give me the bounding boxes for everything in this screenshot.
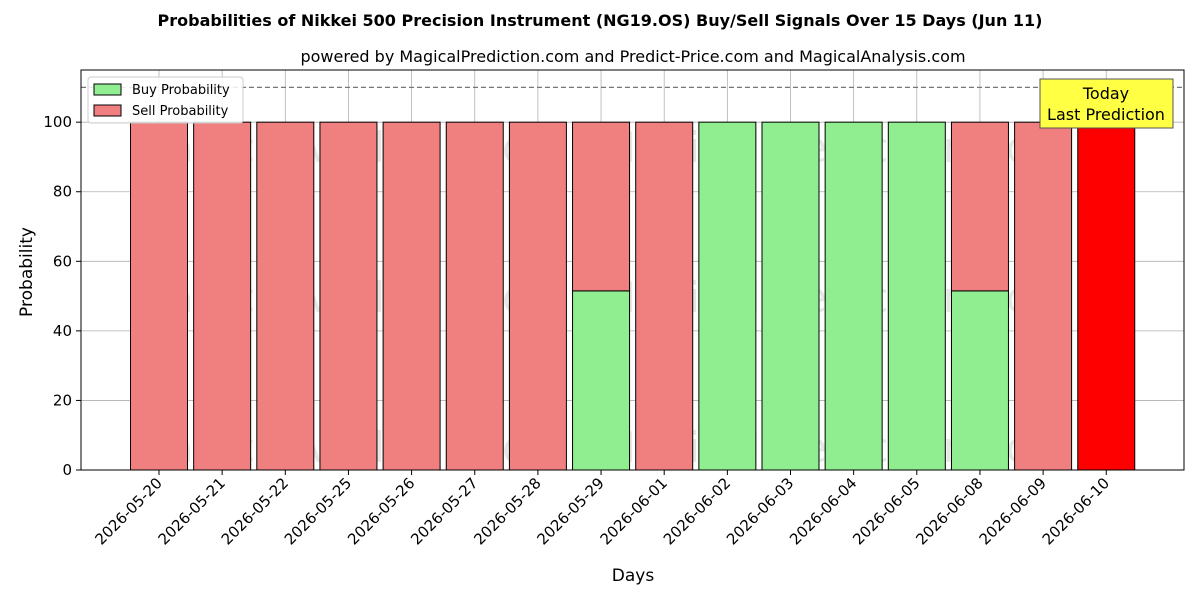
sell-bar <box>319 121 378 471</box>
x-tick-label: 2026-05-26 <box>344 474 418 548</box>
x-tick-label: 2026-06-09 <box>976 474 1050 548</box>
legend-label: Sell Probability <box>132 104 229 119</box>
today-annotation-text: Today <box>1082 84 1129 103</box>
x-tick-label: 2026-05-29 <box>533 474 607 548</box>
sell-bar <box>572 121 631 292</box>
x-tick-label: 2026-06-08 <box>912 474 986 548</box>
sell-bar <box>445 121 504 471</box>
buy-bar <box>824 121 883 471</box>
sell-bar <box>1077 121 1136 471</box>
y-tick-label: 20 <box>53 391 72 409</box>
x-axis-label: Days <box>612 566 655 586</box>
x-tick-label: 2026-06-05 <box>849 474 923 548</box>
sell-bar <box>635 121 694 471</box>
sell-bar <box>256 121 315 471</box>
x-tick-label: 2026-05-20 <box>91 474 165 548</box>
buy-bar <box>698 121 757 471</box>
sell-bar <box>508 121 567 471</box>
x-tick-label: 2026-05-22 <box>218 474 292 548</box>
legend-label: Buy Probability <box>132 83 230 98</box>
x-tick-label: 2026-06-03 <box>723 474 797 548</box>
buy-bar <box>887 121 946 471</box>
x-tick-label: 2026-06-02 <box>660 474 734 548</box>
sell-bar <box>382 121 441 471</box>
y-tick-label: 40 <box>53 322 72 340</box>
buy-bar <box>572 290 631 471</box>
legend-swatch <box>93 83 122 96</box>
buy-bar <box>761 121 820 471</box>
chart-title: Probabilities of Nikkei 500 Precision In… <box>158 11 1043 30</box>
today-annotation-box <box>1039 78 1174 129</box>
y-tick-label: 0 <box>62 461 72 479</box>
x-tick-label: 2026-06-04 <box>786 474 860 548</box>
y-tick-label: 100 <box>43 113 72 131</box>
y-tick-label: 60 <box>53 252 72 270</box>
legend-box <box>87 76 244 124</box>
x-tick-label: 2026-06-10 <box>1039 474 1113 548</box>
y-tick-label: 80 <box>53 183 72 201</box>
buy-bar <box>950 290 1009 471</box>
plot-frame <box>80 69 1185 471</box>
sell-bar <box>130 121 188 471</box>
x-tick-label: 2026-05-25 <box>281 474 355 548</box>
y-axis-label: Probability <box>17 227 37 317</box>
sell-bar <box>950 121 1009 292</box>
today-annotation-text: Last Prediction <box>1047 105 1165 124</box>
plot-area: MagicalAnalysis.comMagicalPrediction.com… <box>43 69 1185 548</box>
sell-bar <box>1014 121 1073 471</box>
x-tick-label: 2026-06-01 <box>597 474 671 548</box>
legend-swatch <box>93 104 122 117</box>
chart-subtitle: powered by MagicalPrediction.com and Pre… <box>300 47 965 66</box>
sell-bar <box>193 121 252 471</box>
x-tick-label: 2026-05-28 <box>470 474 544 548</box>
x-tick-label: 2026-05-21 <box>155 474 229 548</box>
x-tick-label: 2026-05-27 <box>407 474 481 548</box>
